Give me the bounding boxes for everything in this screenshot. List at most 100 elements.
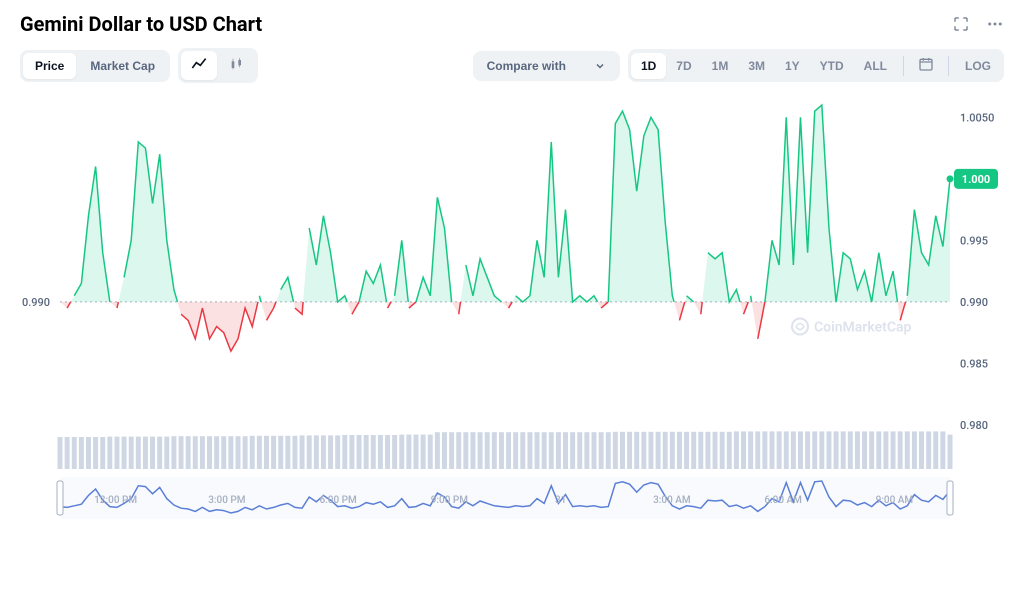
range-group: 1D7D1M3M1YYTDALL LOG — [628, 49, 1004, 82]
volume-bar — [520, 432, 525, 469]
range-buttons-container: 1D7D1M3M1YYTDALL — [631, 53, 897, 79]
brush-x-label: 6:00 PM — [319, 495, 357, 506]
volume-bar — [898, 431, 903, 469]
volume-bar — [186, 436, 191, 469]
volume-bar — [648, 432, 653, 469]
volume-bar — [406, 435, 411, 469]
brush-handle-right[interactable] — [947, 481, 953, 515]
volume-bar — [463, 432, 468, 469]
brush-chart[interactable]: 12:00 PM3:00 PM6:00 PM9:00 PM313:00 AM6:… — [20, 475, 1004, 523]
volume-bar — [264, 436, 269, 469]
volume-bar — [506, 432, 511, 469]
volume-bar — [691, 432, 696, 469]
volume-bar — [670, 432, 675, 469]
brush-x-label: 12:00 PM — [94, 495, 137, 506]
brush-x-label: 9:00 AM — [876, 495, 914, 506]
volume-bar — [342, 435, 347, 469]
candlestick-icon[interactable] — [219, 51, 255, 80]
volume-bar — [698, 432, 703, 469]
brush-x-label: 3:00 PM — [208, 495, 246, 506]
calendar-icon[interactable] — [910, 52, 942, 79]
volume-bar — [250, 436, 255, 469]
volume-bar — [933, 431, 938, 469]
volume-bar — [449, 432, 454, 469]
brush-handle-left[interactable] — [57, 481, 63, 515]
range-7d[interactable]: 7D — [666, 53, 701, 79]
volume-bar — [755, 431, 760, 469]
volume-bar — [513, 432, 518, 469]
range-1d[interactable]: 1D — [631, 53, 666, 79]
volume-bar — [841, 431, 846, 469]
range-1y[interactable]: 1Y — [775, 53, 810, 79]
volume-bar — [919, 431, 924, 469]
page-title: Gemini Dollar to USD Chart — [20, 12, 262, 36]
brush-x-label: 31 — [555, 495, 566, 506]
price-badge-label: 1.000 — [962, 173, 990, 186]
volume-bar — [762, 431, 767, 469]
volume-bar — [855, 431, 860, 469]
compare-button[interactable]: Compare with — [473, 51, 620, 81]
volume-bar — [357, 435, 362, 469]
volume-bar — [883, 431, 888, 469]
volume-bar — [819, 431, 824, 469]
divider — [903, 56, 904, 76]
more-icon[interactable] — [986, 15, 1004, 33]
volume-bar — [300, 435, 305, 469]
price-chart[interactable]: 0.9800.9850.9900.9951.00500.9901.000Coin… — [20, 95, 1004, 475]
volume-bar — [385, 435, 390, 469]
range-1m[interactable]: 1M — [702, 53, 739, 79]
volume-bar — [114, 437, 119, 469]
volume-bar — [122, 437, 127, 469]
price-tab[interactable]: Price — [23, 53, 76, 79]
volume-bar — [157, 437, 162, 469]
volume-bar — [243, 436, 248, 469]
volume-bar — [179, 436, 184, 469]
line-chart-icon[interactable] — [181, 51, 217, 80]
volume-bar — [677, 432, 682, 469]
volume-bar — [107, 437, 112, 469]
watermark: CoinMarketCap — [792, 319, 912, 336]
fullscreen-icon[interactable] — [952, 15, 970, 33]
range-3m[interactable]: 3M — [738, 53, 775, 79]
volume-bar — [634, 432, 639, 469]
volume-bar — [371, 435, 376, 469]
volume-bar — [257, 436, 262, 469]
volume-bar — [271, 436, 276, 469]
view-toggle: Price Market Cap — [20, 50, 170, 82]
volume-bar — [606, 432, 611, 469]
volume-bar — [478, 432, 483, 469]
volume-bar — [563, 432, 568, 469]
log-button[interactable]: LOG — [955, 53, 1001, 79]
volume-bar — [798, 431, 803, 469]
marketcap-tab[interactable]: Market Cap — [78, 53, 167, 79]
volume-bar — [307, 435, 312, 469]
volume-bar — [592, 432, 597, 469]
range-all[interactable]: ALL — [854, 53, 897, 79]
volume-bar — [620, 432, 625, 469]
volume-bar — [335, 435, 340, 469]
volume-bar — [663, 432, 668, 469]
current-price-dot — [947, 175, 954, 182]
volume-bar — [926, 431, 931, 469]
y-tick-label: 0.995 — [960, 234, 988, 247]
volume-bar — [485, 432, 490, 469]
volume-bar — [613, 432, 618, 469]
volume-bar — [599, 432, 604, 469]
volume-bar — [435, 432, 440, 469]
volume-bar — [734, 431, 739, 469]
brush-x-label: 9:00 PM — [431, 495, 469, 506]
volume-bar — [150, 437, 155, 469]
svg-text:CoinMarketCap: CoinMarketCap — [814, 320, 912, 336]
volume-bar — [862, 431, 867, 469]
volume-bar — [143, 437, 148, 469]
volume-bar — [278, 436, 283, 469]
volume-bar — [812, 431, 817, 469]
volume-bar — [236, 436, 241, 469]
volume-bar — [321, 435, 326, 469]
volume-bar — [770, 431, 775, 469]
range-ytd[interactable]: YTD — [810, 53, 854, 79]
volume-bar — [428, 435, 433, 469]
volume-bar — [392, 435, 397, 469]
volume-bar — [705, 432, 710, 469]
volume-bar — [364, 435, 369, 469]
